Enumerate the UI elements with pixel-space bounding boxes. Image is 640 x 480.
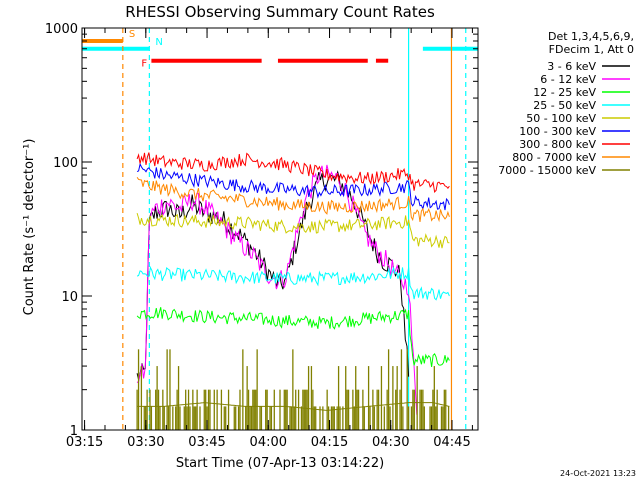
series-line-4: [136, 212, 450, 249]
flag-label-n: N: [155, 37, 162, 48]
state-flags: S NF: [82, 29, 478, 70]
x-axis-label: Start Time (07-Apr-13 03:14:22): [176, 456, 384, 471]
flag-label-f: F: [141, 59, 147, 70]
legend-entry-label: 50 - 100 keV: [526, 112, 596, 125]
series-line-3: [136, 265, 450, 301]
y-tick-label: 100: [53, 156, 78, 171]
legend: Det 1,3,4,5,6,9,FDecim 1, Att 0 3 - 6 keV…: [498, 30, 634, 177]
generation-timestamp: 24-Oct-2021 13:23: [560, 469, 636, 478]
legend-entry-label: 6 - 12 keV: [540, 73, 596, 86]
x-tick-label: 03:30: [127, 435, 164, 450]
state-change-lines: [122, 28, 467, 430]
series-line-0: [136, 170, 410, 381]
legend-header-line: Det 1,3,4,5,6,9,: [548, 30, 634, 43]
legend-entry-label: 3 - 6 keV: [547, 60, 596, 73]
series-line-5: [136, 162, 450, 211]
legend-entry-label: 100 - 300 keV: [519, 125, 596, 138]
y-tick-label: 10: [61, 290, 78, 305]
series-lines: [136, 152, 450, 430]
legend-entry-label: 800 - 7000 keV: [512, 151, 596, 164]
legend-header-line: FDecim 1, Att 0: [549, 43, 634, 56]
axes: 1 10 100 1000 03:15 03:30 03:45 04:00 04:15 04:30…: [45, 22, 479, 450]
x-tick-label: 03:45: [188, 435, 225, 450]
x-tick-label: 04:45: [433, 435, 470, 450]
y-tick-label: 1000: [45, 22, 78, 37]
y-tick-label: 1: [70, 424, 78, 439]
x-tick-label: 03:15: [66, 435, 103, 450]
legend-entry-label: 7000 - 15000 keV: [498, 164, 596, 177]
series-line-6: [136, 152, 450, 193]
series-line-2: [136, 307, 450, 367]
legend-entry-label: 300 - 800 keV: [519, 138, 596, 151]
series-line-7: [136, 177, 450, 223]
chart-title: RHESSI Observing Summary Count Rates: [125, 3, 435, 21]
x-tick-label: 04:15: [311, 435, 348, 450]
plot-frame: [81, 27, 479, 431]
flag-label-s: S: [129, 29, 135, 40]
x-tick-label: 04:00: [250, 435, 287, 450]
y-axis-label: Count Rate (s⁻¹ detector⁻¹): [22, 139, 37, 316]
x-tick-label: 04:30: [372, 435, 409, 450]
legend-entry-label: 12 - 25 keV: [533, 86, 596, 99]
legend-entry-label: 25 - 50 keV: [533, 99, 596, 112]
